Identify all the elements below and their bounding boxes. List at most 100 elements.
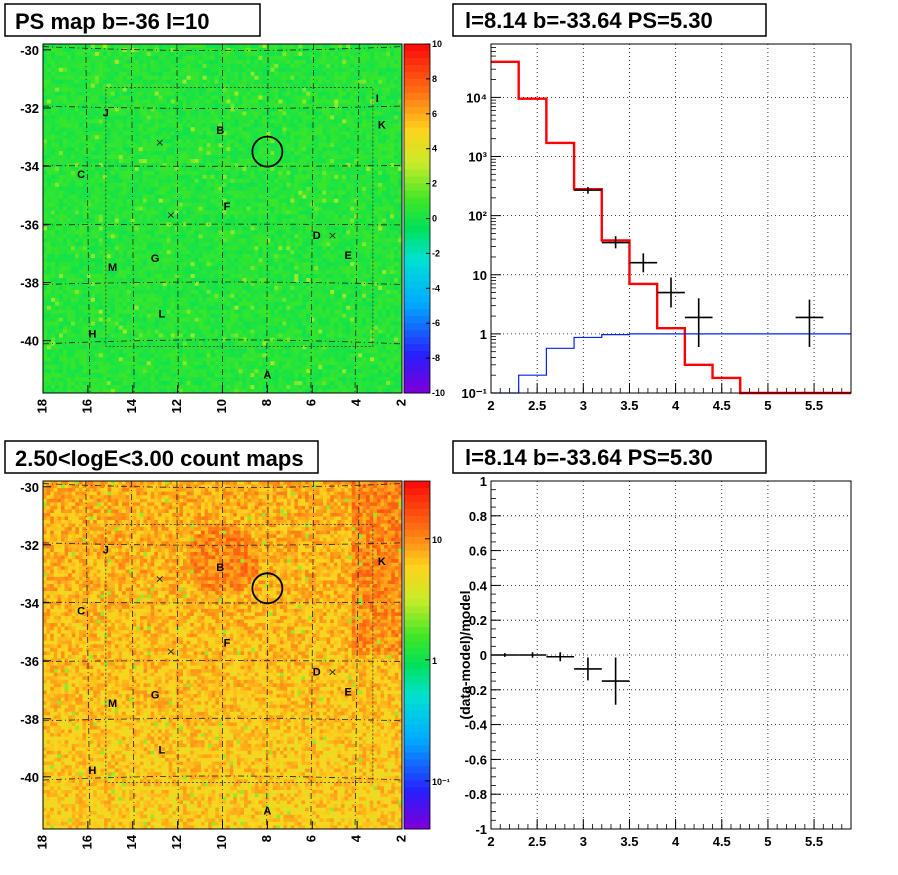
heatmap-cell xyxy=(178,162,184,168)
heatmap-cell xyxy=(346,250,351,255)
heatmap-cell xyxy=(118,242,124,247)
heatmap-cell xyxy=(226,123,231,128)
heatmap-cell xyxy=(90,151,96,156)
heatmap-cell xyxy=(110,151,116,156)
heatmap-cell xyxy=(110,234,116,239)
heatmap-cell xyxy=(94,99,100,104)
heatmap-cell xyxy=(214,51,219,57)
heatmap-cell xyxy=(178,99,184,104)
heatmap-cell xyxy=(338,178,343,184)
heatmap-cell xyxy=(330,87,335,92)
heatmap-cell xyxy=(330,103,335,108)
heatmap-cell xyxy=(294,250,299,255)
heatmap-cell xyxy=(178,238,184,243)
heatmap-cell xyxy=(358,47,363,53)
heatmap-cell xyxy=(254,103,259,108)
heatmap-cell xyxy=(370,83,375,89)
heatmap-cell xyxy=(122,258,128,263)
heatmap-cell xyxy=(50,87,56,92)
heatmap-cell xyxy=(346,51,351,57)
heatmap-cell xyxy=(158,71,164,77)
heatmap-cell xyxy=(262,127,267,132)
heatmap-cell xyxy=(310,79,315,85)
heatmap-cell xyxy=(270,182,275,188)
heatmap-cell xyxy=(58,147,64,152)
heatmap-cell xyxy=(334,170,339,176)
heatmap-cell xyxy=(150,139,156,144)
heatmap-cell xyxy=(126,198,132,204)
heatmap-cell xyxy=(314,246,319,251)
heatmap-cell xyxy=(218,250,223,255)
heatmap-cell xyxy=(294,115,299,120)
heatmap-cell xyxy=(158,51,164,57)
heatmap-cell xyxy=(258,202,263,208)
heatmap-cell xyxy=(374,83,379,89)
heatmap-cell xyxy=(362,155,367,160)
heatmap-cell xyxy=(354,47,359,53)
heatmap-cell xyxy=(70,202,76,208)
heatmap-cell xyxy=(246,162,251,168)
heatmap-cell xyxy=(198,83,203,89)
heatmap-cell xyxy=(122,159,128,164)
heatmap-cell xyxy=(158,63,164,69)
heatmap-cell xyxy=(110,182,116,188)
heatmap-cell xyxy=(278,218,283,223)
heatmap-cell xyxy=(194,198,199,204)
heatmap-cell xyxy=(314,182,319,188)
heatmap-cell xyxy=(146,99,152,104)
heatmap-cell xyxy=(150,174,156,180)
heatmap-cell xyxy=(374,254,379,259)
heatmap-cell xyxy=(114,119,120,124)
heatmap-cell xyxy=(190,107,195,112)
heatmap-cell xyxy=(46,51,52,57)
heatmap-cell xyxy=(238,99,243,104)
heatmap-cell xyxy=(258,51,263,57)
heatmap-cell xyxy=(278,210,283,215)
heatmap-cell xyxy=(214,178,219,184)
heatmap-cell xyxy=(122,119,128,124)
heatmap-cell xyxy=(398,214,403,219)
heatmap-cell xyxy=(202,190,207,196)
heatmap-cell xyxy=(390,174,395,180)
heatmap-cell xyxy=(62,95,68,100)
heatmap-cell xyxy=(178,87,184,92)
heatmap-cell xyxy=(190,254,195,259)
heatmap-cell xyxy=(166,182,172,188)
heatmap-cell xyxy=(154,75,160,81)
heatmap-cell xyxy=(178,63,184,69)
heatmap-cell xyxy=(43,44,48,49)
heatmap-cell xyxy=(158,242,164,247)
heatmap-cell xyxy=(218,55,223,61)
heatmap-cell xyxy=(138,111,144,116)
heatmap-cell xyxy=(94,103,100,108)
heatmap-cell xyxy=(394,67,399,73)
heatmap-cell xyxy=(258,79,263,85)
heatmap-cell xyxy=(290,123,295,128)
heatmap-cell xyxy=(186,166,191,172)
heatmap-cell xyxy=(222,186,227,192)
heatmap-cell xyxy=(394,151,399,156)
heatmap-cell xyxy=(278,159,283,164)
heatmap-cell xyxy=(78,250,84,255)
heatmap-cell xyxy=(82,119,88,124)
heatmap-cell xyxy=(126,254,132,259)
heatmap-cell xyxy=(114,123,120,128)
heatmap-cell xyxy=(198,51,203,57)
heatmap-cell xyxy=(162,51,168,57)
heatmap-cell xyxy=(302,79,307,85)
heatmap-cell xyxy=(206,155,211,160)
heatmap-cell xyxy=(214,210,219,215)
heatmap-cell xyxy=(362,254,367,259)
heatmap-cell xyxy=(382,190,387,196)
heatmap-cell xyxy=(222,190,227,196)
heatmap-cell xyxy=(234,123,239,128)
heatmap-cell xyxy=(114,139,120,144)
heatmap-cell xyxy=(66,214,72,219)
heatmap-cell xyxy=(302,246,307,251)
heatmap-cell xyxy=(114,47,120,53)
heatmap-cell xyxy=(394,83,399,89)
heatmap-cell xyxy=(298,182,303,188)
heatmap-cell xyxy=(94,262,100,267)
heatmap-cell xyxy=(310,63,315,69)
heatmap-cell xyxy=(238,214,243,219)
